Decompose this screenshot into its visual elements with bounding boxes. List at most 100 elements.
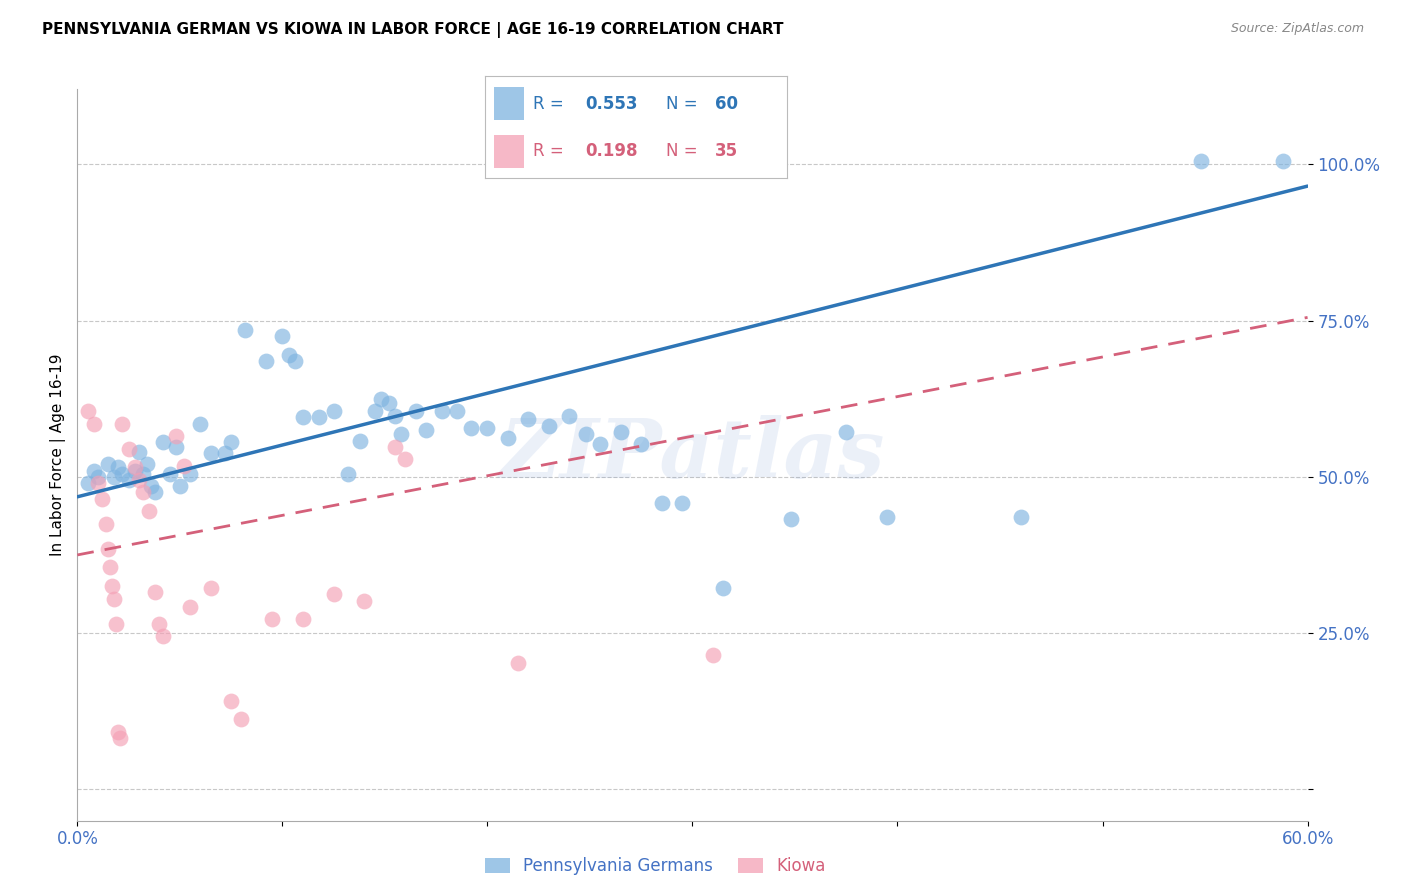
Point (378, 396, 401, 410)
Point (159, 467, 181, 481)
Point (1272, 154, 1295, 169)
Point (200, 581, 222, 595)
Point (446, 404, 468, 418)
Point (128, 444, 150, 458)
Point (165, 429, 187, 443)
Point (235, 323, 257, 337)
Point (384, 409, 406, 423)
Point (262, 612, 284, 626)
Point (83, 464, 105, 478)
Point (188, 417, 212, 431)
Point (165, 440, 187, 454)
Point (876, 510, 898, 524)
Point (117, 473, 139, 487)
Point (271, 329, 294, 343)
Point (111, 417, 134, 431)
Point (97, 541, 120, 556)
Point (143, 585, 166, 599)
Point (179, 467, 201, 481)
Point (389, 427, 412, 442)
Point (87, 470, 110, 484)
Point (460, 421, 482, 435)
Point (117, 442, 139, 456)
Point (105, 616, 128, 631)
Point (349, 434, 371, 448)
Point (477, 421, 499, 435)
Text: 60: 60 (714, 95, 738, 112)
Point (173, 458, 195, 473)
Point (124, 460, 146, 475)
Point (415, 423, 437, 437)
Point (671, 496, 693, 510)
Text: N =: N = (666, 95, 703, 112)
Point (214, 446, 236, 460)
Point (141, 479, 163, 493)
Point (1010, 510, 1032, 524)
Point (284, 354, 307, 368)
Point (780, 512, 803, 526)
Point (132, 467, 155, 481)
Legend: Pennsylvania Germans, Kiowa: Pennsylvania Germans, Kiowa (478, 850, 832, 882)
Point (200, 446, 222, 460)
Point (110, 731, 132, 745)
Point (394, 452, 416, 467)
Point (432, 404, 454, 418)
Point (76, 476, 98, 491)
Point (103, 591, 125, 606)
Point (322, 587, 344, 601)
Point (517, 412, 540, 426)
Point (152, 629, 174, 643)
Text: ZIPatlas: ZIPatlas (499, 415, 886, 495)
Point (94, 516, 117, 531)
FancyBboxPatch shape (494, 136, 524, 168)
Point (76, 404, 98, 418)
Point (101, 579, 124, 593)
Point (143, 485, 166, 500)
Point (630, 437, 652, 451)
Text: Source: ZipAtlas.com: Source: ZipAtlas.com (1230, 22, 1364, 36)
Point (589, 437, 612, 451)
Point (219, 693, 242, 707)
Point (87, 476, 110, 491)
Point (291, 612, 314, 626)
Point (353, 593, 375, 607)
Point (97, 458, 120, 472)
Point (136, 458, 159, 472)
Text: 35: 35 (714, 142, 738, 160)
Point (98, 560, 121, 574)
Point (90, 491, 114, 506)
Y-axis label: In Labor Force | Age 16-19: In Labor Force | Age 16-19 (51, 353, 66, 557)
Point (496, 431, 519, 445)
Point (322, 404, 344, 418)
Point (111, 467, 134, 481)
Point (537, 418, 560, 433)
Text: R =: R = (533, 142, 569, 160)
Point (152, 435, 174, 450)
Point (132, 485, 155, 500)
Text: 0.198: 0.198 (585, 142, 637, 160)
Point (138, 504, 160, 518)
Point (291, 410, 314, 425)
Point (508, 656, 530, 670)
Text: N =: N = (666, 142, 703, 160)
Point (337, 467, 360, 481)
Point (384, 440, 406, 454)
Point (835, 425, 858, 439)
Point (1189, 154, 1212, 169)
Point (609, 425, 631, 439)
Point (179, 599, 201, 614)
Point (103, 470, 125, 484)
Point (308, 410, 330, 425)
Point (107, 724, 129, 739)
Point (405, 404, 427, 418)
FancyBboxPatch shape (494, 87, 524, 120)
Point (370, 392, 392, 406)
Point (124, 464, 146, 478)
Point (169, 479, 191, 493)
Point (231, 712, 253, 726)
Text: 0.553: 0.553 (585, 95, 637, 112)
Text: PENNSYLVANIA GERMAN VS KIOWA IN LABOR FORCE | AGE 16-19 CORRELATION CHART: PENNSYLVANIA GERMAN VS KIOWA IN LABOR FO… (42, 22, 783, 38)
Point (277, 348, 299, 362)
Point (711, 581, 734, 595)
Point (107, 460, 129, 475)
